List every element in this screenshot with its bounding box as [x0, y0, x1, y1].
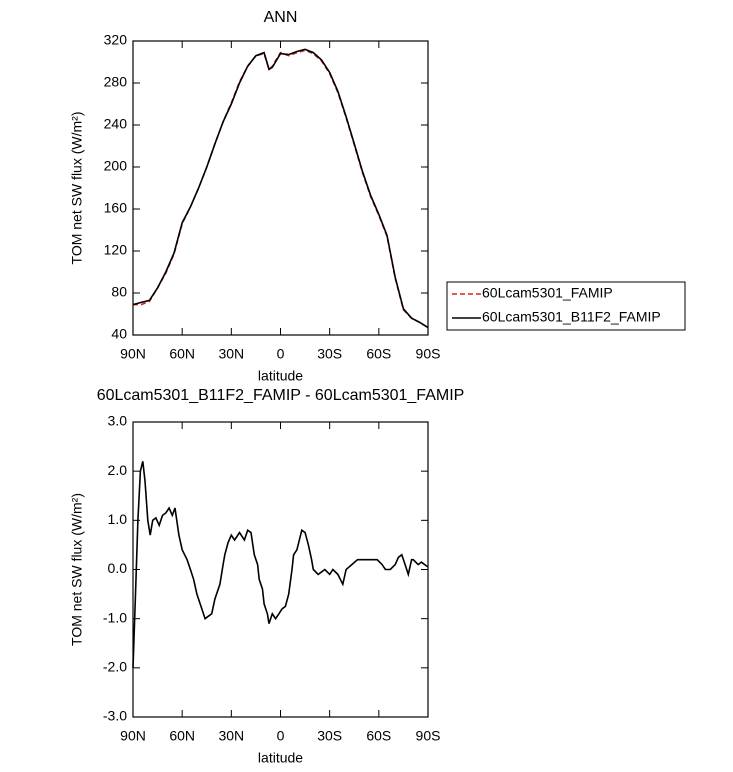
x-tick-label: 90S: [416, 728, 441, 744]
y-axis-label: TOM net SW flux (W/m²): [69, 112, 85, 265]
legend-box: [446, 281, 686, 331]
plot-frame: [132, 40, 429, 336]
x-axis-label: latitude: [258, 750, 303, 766]
y-tick-label: 80: [111, 284, 127, 300]
x-tick-label: 60S: [366, 728, 391, 744]
y-tick-label: 40: [111, 326, 127, 342]
y-tick-label: 320: [104, 32, 128, 48]
x-axis-label: latitude: [258, 368, 303, 384]
x-tick-label: 0: [277, 346, 285, 362]
y-tick-label: -2.0: [103, 659, 127, 675]
y-tick-label: 200: [104, 158, 128, 174]
x-tick-label: 0: [277, 728, 285, 744]
y-axis-label: TOM net SW flux (W/m²): [69, 493, 85, 646]
x-tick-label: 60S: [366, 346, 391, 362]
x-tick-label: 30S: [317, 346, 342, 362]
y-tick-label: 3.0: [108, 413, 128, 429]
y-tick-label: -3.0: [103, 708, 127, 724]
y-tick-label: 2.0: [108, 462, 128, 478]
x-tick-label: 90N: [120, 346, 146, 362]
data-line: [132, 48, 429, 329]
data-line: [133, 49, 429, 329]
plot-frame: [132, 421, 429, 718]
y-tick-label: -1.0: [103, 609, 127, 625]
x-tick-label: 90N: [120, 728, 146, 744]
legend-label: 60Lcam5301_B11F2_FAMIP: [482, 309, 661, 325]
x-tick-label: 90S: [416, 346, 441, 362]
y-tick-label: 240: [104, 116, 128, 132]
chart-title: 60Lcam5301_B11F2_FAMIP - 60Lcam5301_FAMI…: [97, 387, 465, 404]
data-line: [132, 461, 429, 668]
y-tick-label: 160: [104, 200, 128, 216]
x-tick-label: 30N: [218, 728, 244, 744]
legend-label: 60Lcam5301_FAMIP: [482, 285, 613, 301]
y-tick-label: 1.0: [108, 511, 128, 527]
x-tick-label: 60N: [169, 728, 195, 744]
x-tick-label: 30N: [218, 346, 244, 362]
y-tick-label: 120: [104, 242, 128, 258]
y-tick-label: 0.0: [108, 560, 128, 576]
x-tick-label: 60N: [169, 346, 195, 362]
x-tick-label: 30S: [317, 728, 342, 744]
chart-title: ANN: [264, 9, 298, 26]
y-tick-label: 280: [104, 74, 128, 90]
